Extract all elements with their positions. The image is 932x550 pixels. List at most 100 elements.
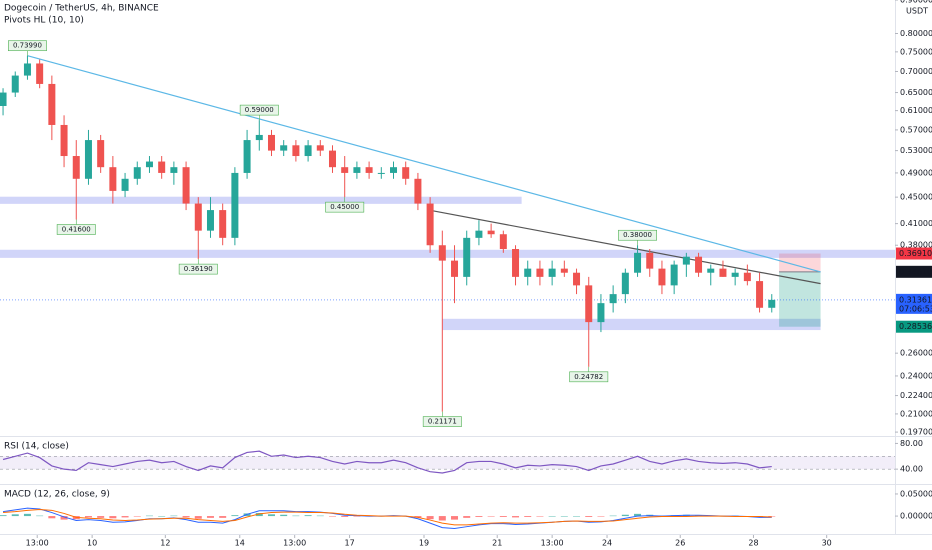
rsi-line	[2, 450, 772, 474]
candle-body	[756, 281, 764, 308]
target-tag-label: 0.28536	[899, 322, 932, 331]
x-tick-label: 13:00	[541, 539, 564, 548]
y-tick-label: 0.21000	[900, 409, 932, 418]
x-tick-label: 13:00	[26, 539, 49, 548]
candle-body	[463, 237, 471, 277]
macd-histogram-bar	[109, 516, 117, 519]
pivot-label: 0.45000	[330, 203, 359, 211]
macd-histogram-bar	[438, 516, 446, 521]
candle-body	[267, 134, 275, 151]
candle-body	[524, 268, 532, 277]
macd-histogram-bar	[60, 516, 68, 520]
y-tick-label: 0.70000	[900, 67, 932, 76]
support-zone	[0, 249, 895, 258]
macd-histogram-bar	[341, 516, 349, 517]
candle-body	[573, 272, 581, 286]
countdown: 07:06:53	[899, 304, 932, 313]
pivot-label: 0.41600	[62, 225, 91, 233]
candle-body	[97, 140, 105, 168]
macd-histogram-bar	[158, 516, 166, 517]
candle-body	[328, 150, 336, 168]
candle-body	[353, 167, 361, 173]
candle-body	[133, 167, 141, 179]
macd-histogram-bar	[634, 513, 642, 517]
candle-body	[72, 156, 80, 179]
y-tick-label: 0.75000	[900, 47, 932, 56]
candle-body	[182, 167, 190, 204]
y-tick-label: 0.41000	[900, 219, 932, 228]
y-tick-label: 0.57000	[900, 125, 932, 134]
macd-histogram-bar	[11, 514, 19, 517]
candle-body	[170, 167, 178, 173]
candle-body	[621, 272, 629, 295]
candle-body	[365, 167, 373, 173]
y-tick-label: 0.22400	[900, 391, 932, 400]
macd-histogram-bar	[475, 516, 483, 517]
macd-histogram-bar	[451, 516, 459, 520]
macd-histogram-bar	[609, 515, 617, 517]
y-tick-label: 0.90000	[900, 0, 932, 5]
candle-body	[682, 256, 690, 265]
macd-histogram-bar	[0, 515, 7, 517]
y-tick-label: 0.49000	[900, 168, 932, 177]
candle-body	[60, 124, 68, 157]
candle-body	[109, 167, 117, 191]
macd-histogram-bar	[414, 516, 422, 518]
currency: USDT	[906, 7, 928, 16]
macd-histogram-bar	[560, 516, 568, 517]
x-tick-label: 10	[87, 539, 97, 548]
y-tick-label: 80.00	[900, 439, 923, 448]
macd-histogram-bar	[121, 516, 129, 518]
rsi-band	[0, 456, 895, 470]
candle-body	[670, 264, 678, 286]
x-tick-label: 28	[748, 539, 758, 548]
pivot-box	[618, 229, 657, 241]
candle-body	[414, 178, 422, 204]
macd-histogram-bar	[133, 516, 141, 517]
macd-histogram-bar	[280, 514, 288, 517]
macd-histogram-bar	[585, 516, 593, 517]
macd-histogram-bar	[316, 515, 324, 517]
support-zone	[442, 318, 821, 331]
candle-body	[499, 234, 507, 250]
macd-histogram-bar	[170, 515, 178, 517]
candle-body	[255, 134, 263, 141]
trend-line	[428, 209, 821, 285]
macd-histogram-bar	[23, 513, 31, 517]
stop-tag-label: 0.36910	[899, 249, 932, 258]
pivot-box	[422, 416, 462, 427]
pivot-box	[239, 104, 279, 116]
candle-body	[243, 140, 251, 173]
pivot-label: 0.38000	[623, 231, 652, 239]
x-tick-label: 30	[822, 539, 832, 548]
candle-body	[11, 75, 19, 93]
entry-tag-label: 0.34610	[899, 267, 932, 276]
macd-histogram-bar	[499, 516, 507, 517]
macd-histogram-bar	[304, 515, 312, 517]
macd-histogram-bar	[84, 516, 92, 518]
macd-histogram-bar	[573, 516, 581, 517]
macd-histogram-bar	[48, 516, 56, 519]
macd-histogram-bar	[255, 512, 263, 517]
last-price-tag	[896, 293, 932, 314]
candle-body	[475, 230, 483, 238]
symbol-title: Dogecoin / TetherUS, 4h, BINANCE	[4, 4, 159, 14]
entry-tag	[896, 265, 932, 278]
y-tick-label: 0.26000	[900, 349, 932, 358]
pivot-label: 0.36190	[184, 265, 213, 273]
pivot-label: 0.73990	[13, 42, 42, 50]
macd-histogram-bar	[267, 514, 275, 517]
candle-body	[292, 145, 300, 157]
candle-body	[426, 203, 434, 246]
macd-histogram-bar	[621, 514, 629, 517]
macd-histogram-bar	[426, 516, 434, 520]
candle-body	[585, 285, 593, 323]
candle-body	[194, 203, 202, 231]
y-tick-label: 0.05000	[900, 489, 932, 498]
macd-histogram-bar	[145, 515, 153, 517]
candle-body	[316, 145, 324, 151]
y-tick-label: 0.80000	[900, 29, 932, 38]
candle-body	[304, 145, 312, 157]
macd-histogram-bar	[182, 516, 190, 518]
